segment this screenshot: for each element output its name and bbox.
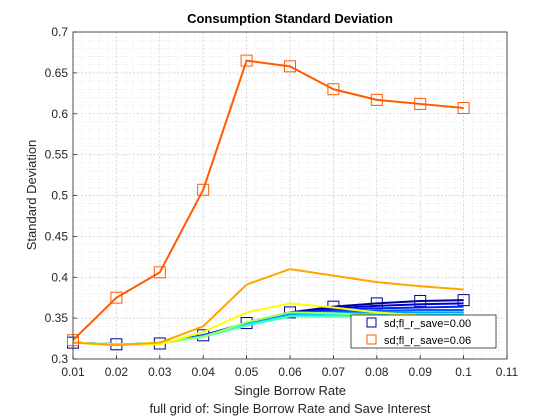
x-tick-label: 0.11 [496, 365, 519, 379]
series-10-point [240, 54, 253, 67]
series-9 [72, 268, 464, 347]
series-0-point [414, 294, 427, 307]
legend-marker-0 [366, 317, 377, 328]
series-10 [67, 54, 470, 347]
x-axis-ticks: 0.01 0.02 0.03 0.04 0.05 0.06 0.07 0.08 0.09 0.1 0… [61, 355, 519, 379]
legend: sd;fl_r_save=0.00 sd;fl_r_save=0.06 [350, 314, 497, 349]
legend-box [350, 314, 497, 349]
series-10-point [197, 183, 210, 196]
y-tick-label: 0.6 [51, 107, 68, 121]
x-axis-label: Single Borrow Rate [234, 383, 346, 398]
series-10-point [284, 60, 296, 73]
y-tick-label: 0.5 [51, 189, 68, 203]
series-line-9 [72, 268, 464, 347]
series-0-point [457, 294, 470, 307]
x-tick-label: 0.06 [278, 365, 302, 379]
series-10-point [457, 102, 470, 115]
x-tick-label: 0.07 [322, 365, 346, 379]
y-tick-label: 0.4 [51, 270, 68, 284]
x-tick-label: 0.04 [192, 365, 216, 379]
x-tick-label: 0.01 [61, 365, 85, 379]
series-10-point [414, 97, 427, 110]
chart-subtitle: full grid of: Single Borrow Rate and Sav… [149, 401, 430, 416]
x-tick-label: 0.08 [365, 365, 389, 379]
x-tick-label: 0.1 [455, 365, 472, 379]
x-tick-label: 0.05 [235, 365, 259, 379]
y-tick-label: 0.35 [45, 311, 69, 325]
legend-marker-1 [366, 334, 377, 345]
series-line-10 [72, 59, 464, 341]
y-axis-ticks: 0.3 0.35 0.4 0.45 0.5 0.55 0.6 0.65 0.7 [45, 25, 77, 366]
y-tick-label: 0.7 [51, 25, 68, 39]
legend-label-0: sd;fl_r_save=0.00 [384, 318, 471, 330]
legend-label-1: sd;fl_r_save=0.06 [384, 335, 471, 347]
series-10-point [110, 291, 123, 304]
y-tick-label: 0.65 [45, 66, 69, 80]
series-10-point [153, 266, 166, 279]
series-10-point [327, 83, 340, 96]
y-axis-label: Standard Deviation [24, 140, 39, 251]
x-tick-label: 0.09 [409, 365, 433, 379]
chart-title: Consumption Standard Deviation [187, 11, 393, 26]
y-tick-label: 0.45 [45, 229, 69, 243]
x-tick-label: 0.02 [105, 365, 129, 379]
x-tick-label: 0.03 [148, 365, 172, 379]
series-layer [67, 54, 470, 351]
y-tick-label: 0.55 [45, 148, 69, 162]
series-10-point [370, 93, 383, 106]
y-tick-label: 0.3 [51, 352, 68, 366]
